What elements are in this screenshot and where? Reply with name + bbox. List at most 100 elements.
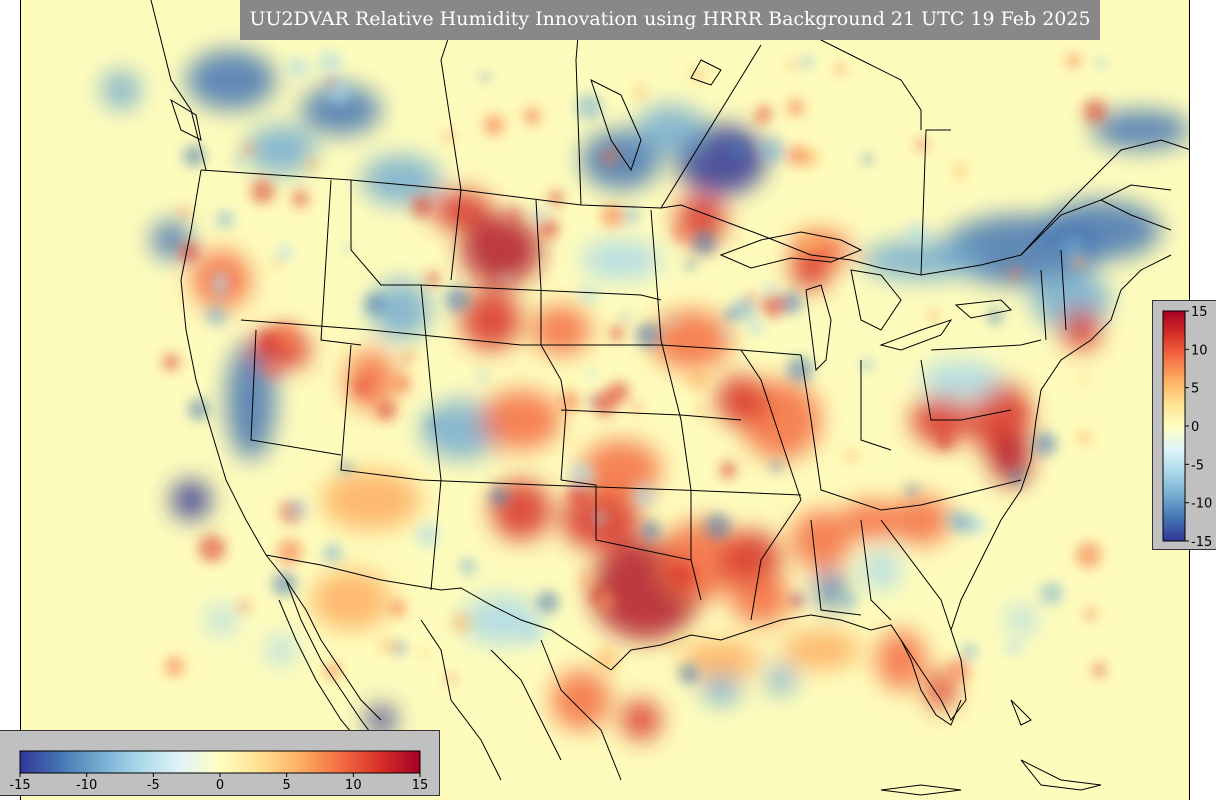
- innovation-speckle: [326, 78, 337, 88]
- innovation-blob: [321, 470, 421, 530]
- innovation-speckle: [178, 206, 189, 218]
- colorbar-vertical-tick-label: 15: [1191, 305, 1208, 320]
- innovation-speckle: [215, 210, 234, 229]
- innovation-speckle: [183, 144, 206, 167]
- innovation-speckle: [668, 562, 694, 588]
- innovation-speckle: [393, 641, 406, 655]
- innovation-blob: [551, 670, 611, 730]
- innovation-speckle: [480, 72, 490, 82]
- innovation-speckle: [633, 85, 648, 100]
- innovation-blob: [481, 390, 561, 450]
- innovation-speckle: [273, 258, 284, 269]
- innovation-speckle: [426, 271, 441, 286]
- colorbar-horizontal-tick-label: 10: [345, 778, 362, 793]
- innovation-speckle: [789, 595, 802, 609]
- lake-huron: [850, 269, 902, 331]
- innovation-speckle: [845, 449, 859, 463]
- innovation-speckle: [1060, 235, 1086, 261]
- innovation-speckle: [608, 381, 630, 403]
- innovation-speckle: [692, 231, 717, 256]
- innovation-speckle: [250, 179, 275, 204]
- innovation-speckle: [547, 190, 564, 207]
- innovation-speckle: [788, 60, 797, 69]
- innovation-speckle: [587, 369, 597, 379]
- innovation-speckle: [1084, 607, 1097, 621]
- innovation-speckle: [401, 354, 412, 365]
- innovation-speckle: [631, 402, 643, 413]
- us-canada-border: [200, 169, 1172, 276]
- innovation-blob: [581, 240, 661, 280]
- florida: [900, 639, 962, 726]
- innovation-speckle: [354, 380, 369, 395]
- innovation-blob: [791, 250, 831, 290]
- innovation-speckle: [678, 663, 700, 685]
- innovation-speckle: [1077, 430, 1092, 446]
- innovation-speckle: [205, 304, 228, 327]
- innovation-speckle: [770, 460, 782, 472]
- innovation-speckle: [506, 209, 520, 222]
- colorbar-vertical-scale: [1162, 310, 1186, 542]
- innovation-blob: [581, 130, 661, 190]
- innovation-speckle: [841, 593, 857, 609]
- innovation-blob: [421, 400, 501, 460]
- map-panel: [20, 0, 1190, 800]
- innovation-speckle: [305, 157, 319, 171]
- innovation-speckle: [763, 282, 777, 297]
- innovation-speckle: [1040, 581, 1063, 605]
- innovation-blob: [891, 495, 951, 545]
- innovation-speckle: [364, 293, 387, 315]
- innovation-blob: [246, 125, 316, 175]
- colorbar-horizontal-graphic: -15 -10 -5 0 5 10 15: [9, 750, 429, 793]
- innovation-speckle: [726, 138, 748, 160]
- innovation-speckle: [906, 222, 929, 244]
- innovation-blob: [206, 605, 236, 635]
- innovation-speckle: [343, 244, 353, 253]
- innovation-speckle: [276, 244, 294, 261]
- innovation-speckle: [906, 483, 919, 496]
- innovation-blob: [636, 105, 706, 155]
- innovation-speckle: [861, 154, 873, 165]
- colorbar-horizontal-scale: [19, 750, 421, 774]
- innovation-speckle: [451, 612, 472, 633]
- innovation-speckle: [198, 534, 226, 563]
- innovation-speckle: [953, 512, 976, 535]
- innovation-speckle: [444, 286, 471, 313]
- us-mexico-border: [265, 554, 612, 671]
- innovation-blob: [816, 570, 846, 610]
- innovation-speckle: [635, 322, 661, 349]
- innovation-blob: [681, 640, 761, 680]
- innovation-speckle: [631, 483, 656, 508]
- innovation-blob: [926, 670, 956, 710]
- colorbar-horizontal-tick-label: 5: [283, 778, 291, 793]
- innovation-blob: [921, 360, 1001, 400]
- innovation-speckle: [257, 329, 281, 353]
- colorbar-vertical-tick-label: 0: [1191, 420, 1199, 435]
- innovation-blob: [226, 340, 276, 460]
- innovation-blob: [101, 70, 141, 110]
- colorbar-horizontal-tick-label: 15: [412, 778, 429, 793]
- innovation-speckle: [243, 143, 255, 155]
- innovation-field-detail: [162, 49, 1108, 685]
- east-coast: [950, 254, 1172, 631]
- innovation-blob: [651, 310, 731, 370]
- innovation-speckle: [536, 590, 560, 614]
- us-west-coast: [180, 169, 382, 721]
- innovation-speckle: [179, 241, 200, 263]
- innovation-speckle: [579, 571, 597, 589]
- innovation-speckle: [952, 163, 968, 179]
- innovation-speckle: [667, 316, 678, 327]
- innovation-speckle: [415, 522, 441, 548]
- innovation-blob: [791, 510, 851, 570]
- innovation-speckle: [239, 601, 250, 612]
- innovation-speckle: [324, 662, 342, 680]
- innovation-blob: [266, 635, 296, 665]
- colorbar-vertical-tick-label: 10: [1191, 343, 1208, 358]
- innovation-blob: [1061, 310, 1101, 350]
- innovation-speckle: [420, 648, 429, 658]
- innovation-speckle: [961, 643, 978, 660]
- innovation-speckle: [1015, 407, 1026, 418]
- innovation-speckle: [389, 599, 407, 617]
- innovation-speckle: [745, 293, 756, 304]
- innovation-speckle: [1033, 432, 1058, 456]
- innovation-blob: [186, 50, 276, 110]
